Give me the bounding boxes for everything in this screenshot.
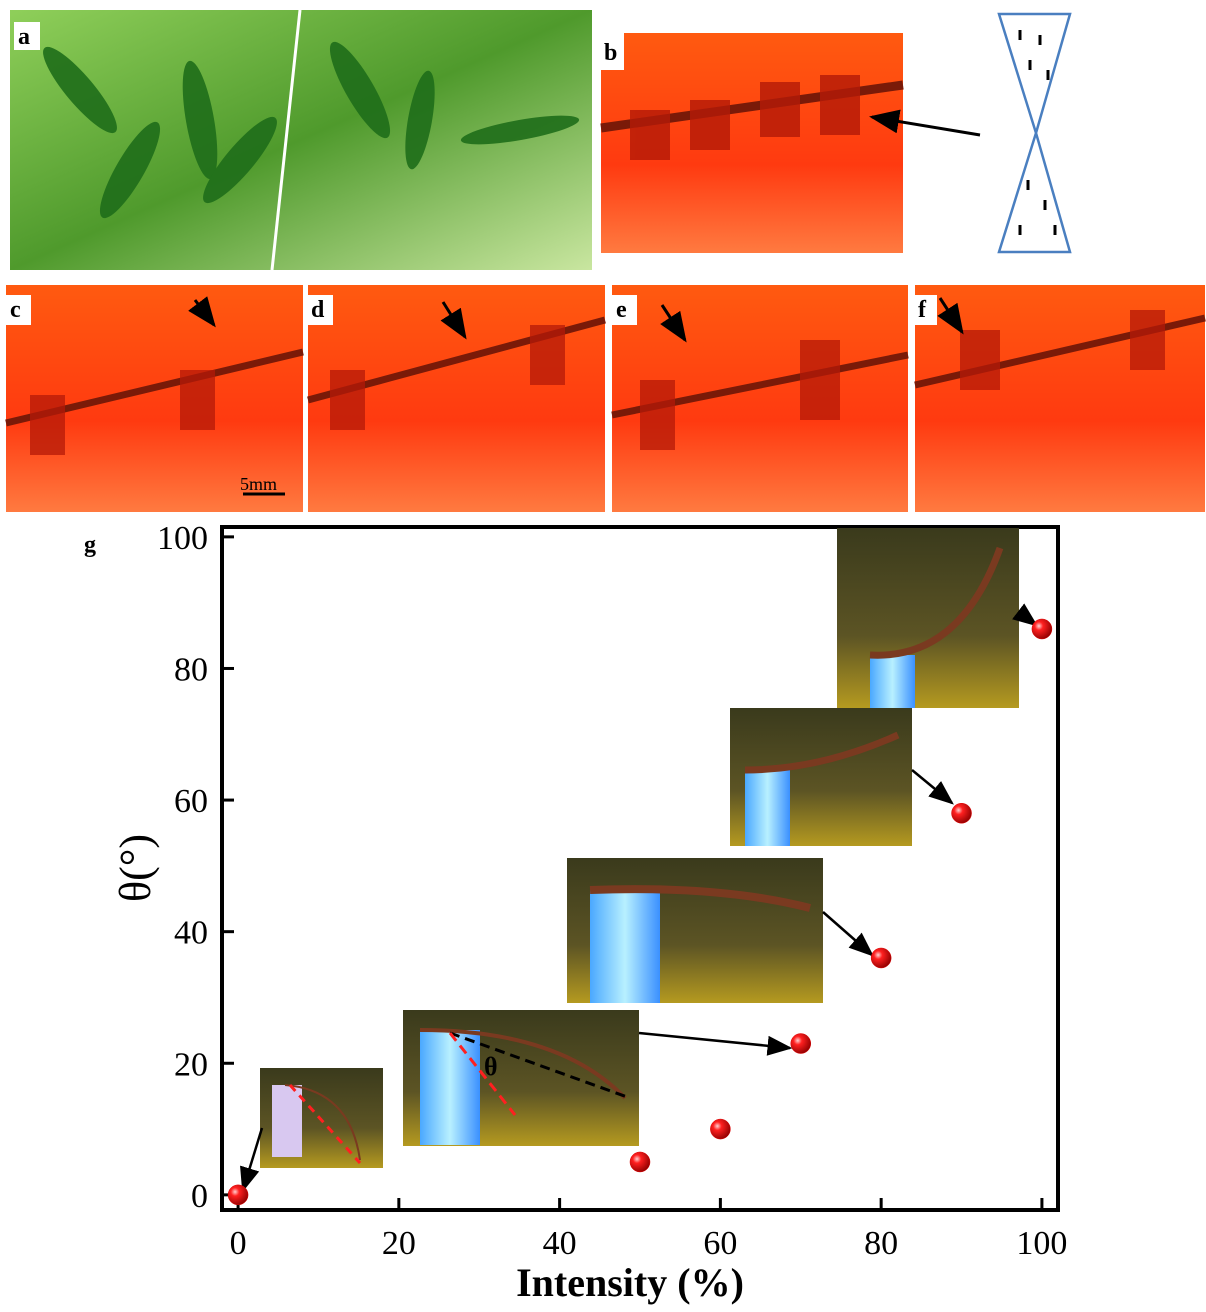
y-tick-label: 0 [191,1178,208,1215]
y-tick-label: 60 [174,783,208,820]
x-tick-label: 60 [703,1225,737,1262]
scale-bar-label: 5mm [240,474,277,494]
panel-label: f [918,297,927,323]
figure: a b c d e f 5mm g θ Intensity (%) θ(°) 0… [0,0,1206,1307]
photo-b: b [600,14,1070,253]
x-axis-label: Intensity (%) [516,1260,744,1305]
data-point [952,803,972,823]
x-tick-label: 40 [543,1225,577,1262]
page: {"panel_labels": ["a", "b", "c", "d", "e… [0,0,1206,1307]
panel-label: b [604,40,617,66]
y-tick-label: 80 [174,651,208,688]
panel-label: c [10,297,21,323]
insets: θ [243,528,1036,1190]
y-axis-label: θ(°) [111,834,160,902]
data-point [791,1034,811,1054]
panel-label: d [311,297,325,323]
photo-a: a [10,10,592,270]
data-point [871,948,891,968]
data-point [228,1185,248,1205]
y-tick-label: 100 [157,520,208,557]
panel-label: a [18,24,30,50]
photo-row: c d e f 5mm [6,285,1205,512]
x-tick-label: 20 [382,1225,416,1262]
data-point [710,1119,730,1139]
x-tick-label: 100 [1016,1225,1067,1262]
panel-label: e [616,297,627,323]
data-point [630,1152,650,1172]
y-tick-label: 40 [174,915,208,952]
y-tick-label: 20 [174,1046,208,1083]
panel-label: g [84,532,96,558]
x-tick-label: 80 [864,1225,898,1262]
data-point [1032,619,1052,639]
x-tick-label: 0 [230,1225,247,1262]
inset-annotation: θ [484,1052,498,1081]
